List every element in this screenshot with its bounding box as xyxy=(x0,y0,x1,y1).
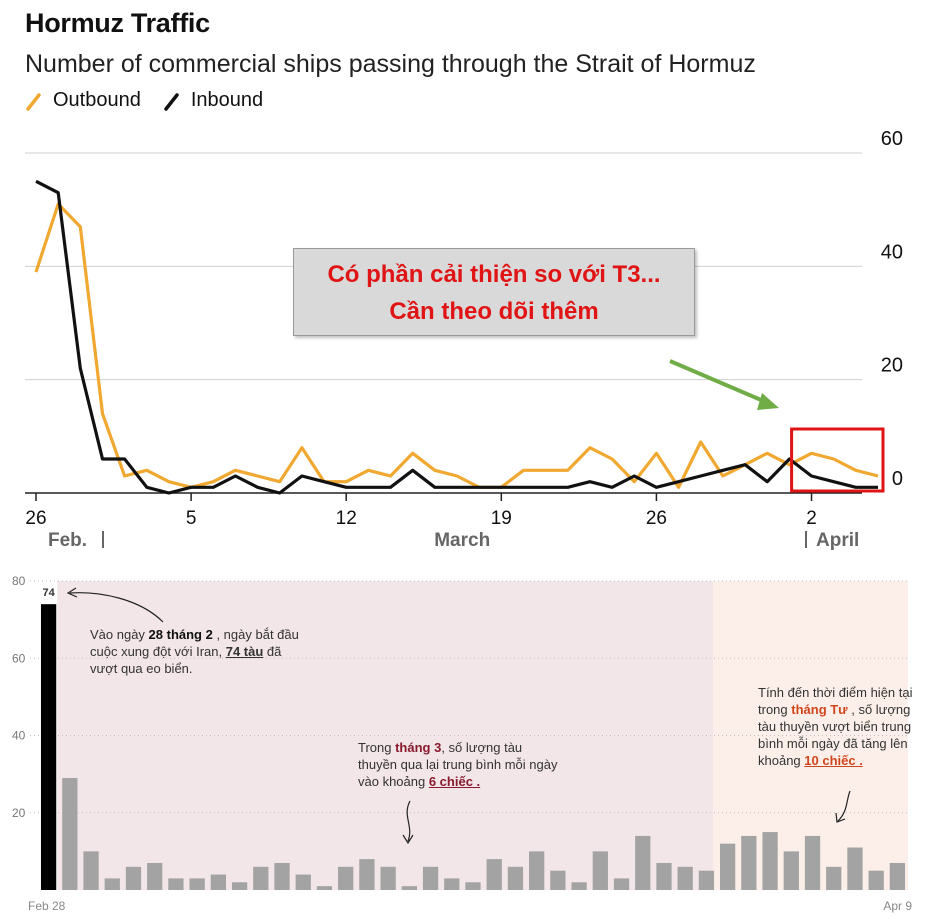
bar xyxy=(274,862,290,890)
april-arrow-head xyxy=(835,812,846,823)
chart-title: Hormuz Traffic xyxy=(25,8,210,38)
green-arrow-shaft xyxy=(669,359,769,405)
bar xyxy=(422,866,439,890)
month-label: Feb. xyxy=(48,530,87,551)
bar xyxy=(826,866,842,890)
bar xyxy=(444,878,460,890)
bar xyxy=(656,862,672,890)
march-arrow-head xyxy=(402,834,414,845)
feb-arrow-head xyxy=(66,587,78,598)
inbound-legend-swatch xyxy=(163,90,185,112)
callout-line-1: Có phần cải thiện so với T3... xyxy=(327,261,661,288)
bar xyxy=(295,874,311,890)
bar xyxy=(804,835,821,890)
bar xyxy=(253,866,269,890)
x-tick-label: 26 xyxy=(646,508,667,529)
bar xyxy=(889,862,906,890)
y-tick-label: 20 xyxy=(881,355,903,377)
bar-y-tick-label: 20 xyxy=(12,806,26,820)
bar xyxy=(210,874,227,890)
bar-x-label-start: Feb 28 xyxy=(28,899,66,913)
bar xyxy=(613,878,630,890)
march-arrow xyxy=(406,800,411,842)
feb-arrow xyxy=(69,592,164,623)
bar-y-tick-label: 40 xyxy=(12,729,26,743)
bar xyxy=(62,777,78,890)
bar xyxy=(465,882,481,890)
bar xyxy=(868,870,884,890)
bar xyxy=(168,878,184,890)
legend-label-outbound: Outbound xyxy=(53,89,141,111)
legend-label-inbound: Inbound xyxy=(190,89,264,111)
bar xyxy=(571,882,587,890)
bar-y-tick-label: 80 xyxy=(12,574,26,588)
highlight-box xyxy=(790,427,885,493)
bar xyxy=(231,882,248,890)
bar xyxy=(189,878,205,890)
bar xyxy=(847,847,863,890)
month-label: March xyxy=(434,530,490,551)
annotation-april: Tính đến thời điểm hiện tại trong tháng … xyxy=(758,685,913,768)
y-tick-label: 40 xyxy=(881,241,903,263)
callout-line-2: Cần theo dõi thêm xyxy=(389,298,599,325)
april-arrow xyxy=(837,790,851,822)
bar xyxy=(401,886,417,890)
bar xyxy=(635,835,651,890)
bar xyxy=(698,870,715,890)
bar xyxy=(40,604,57,890)
bar xyxy=(359,859,375,890)
x-tick-label: 19 xyxy=(491,508,512,529)
y-tick-label: 60 xyxy=(881,128,903,150)
bar xyxy=(741,835,757,890)
bar xyxy=(762,832,778,890)
x-tick-label: 12 xyxy=(336,508,357,529)
bar xyxy=(783,851,799,890)
month-label: April xyxy=(816,530,859,551)
green-arrow-head xyxy=(757,393,779,410)
annotation-march: Trong tháng 3, số lượng tàu thuyền qua l… xyxy=(358,740,558,789)
series-line-inbound xyxy=(35,179,878,495)
bar xyxy=(125,866,142,890)
bar xyxy=(147,862,163,890)
bar-x-label-end: Apr 9 xyxy=(883,899,912,913)
y-tick-label: 0 xyxy=(892,468,903,490)
x-tick-label: 5 xyxy=(186,508,197,529)
bar xyxy=(104,878,120,890)
x-tick-label: 2 xyxy=(806,508,817,529)
series-line-outbound xyxy=(34,202,879,489)
bar xyxy=(380,866,396,890)
bar xyxy=(316,886,333,890)
bar xyxy=(338,866,354,890)
bar xyxy=(592,851,608,890)
bar xyxy=(550,870,566,890)
bar xyxy=(677,866,693,890)
annotation-feb: Vào ngày 28 tháng 2 , ngày bắt đầu cuộc … xyxy=(90,627,299,676)
chart-subtitle: Number of commercial ships passing throu… xyxy=(25,50,756,78)
bar xyxy=(529,851,545,890)
bar xyxy=(719,843,736,890)
legend: Outbound Inbound xyxy=(25,89,285,112)
x-tick-label: 26 xyxy=(25,508,46,529)
bar-value-label: 74 xyxy=(42,587,55,599)
bar xyxy=(486,859,502,890)
bar xyxy=(83,851,99,890)
bar-y-tick-label: 60 xyxy=(12,651,26,665)
outbound-legend-swatch xyxy=(25,90,47,112)
callout-box: Có phần cải thiện so với T3... Cần theo … xyxy=(293,248,695,336)
bar xyxy=(507,866,524,890)
bar-chart: 20 40 60 80 74 Feb 28 Apr 9 xyxy=(12,574,912,913)
